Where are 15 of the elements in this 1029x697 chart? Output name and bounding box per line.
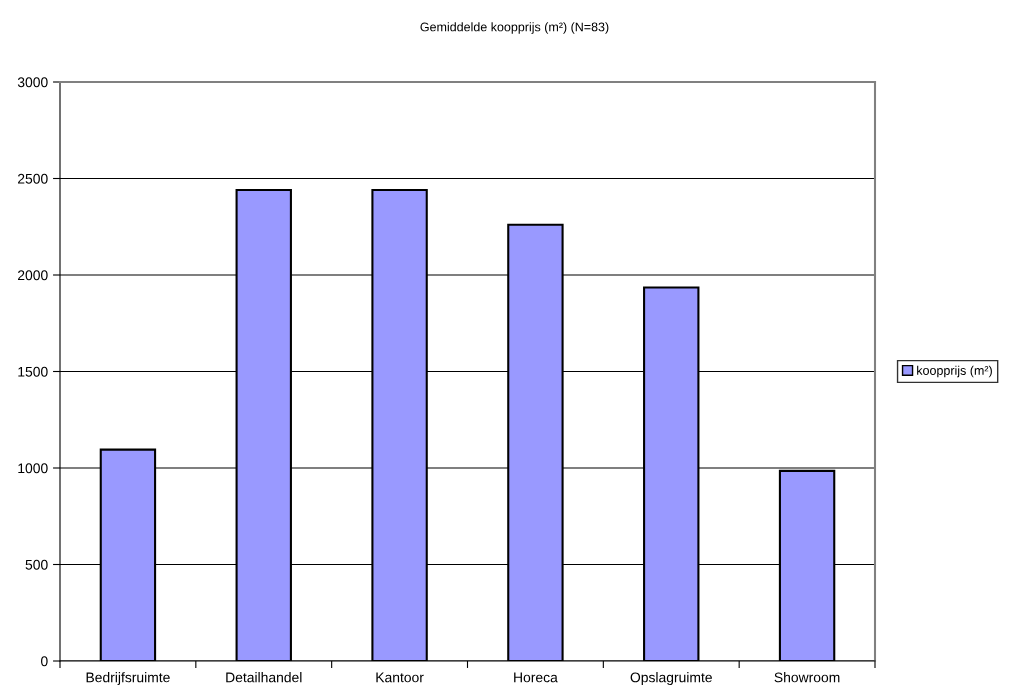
y-tick-label: 0 [41, 656, 48, 667]
legend-label: koopprijs (m²) [917, 365, 992, 378]
chart-title: Gemiddelde koopprijs (m²) (N=83) [420, 22, 609, 34]
y-tick-label: 500 [25, 559, 48, 570]
x-tick-label: Horeca [514, 672, 558, 683]
x-tick-label: Showroom [774, 672, 840, 683]
x-tick-label: Detailhandel [226, 672, 302, 683]
x-tick-label: Opslagruimte [630, 672, 712, 686]
y-tick-label: 1500 [18, 366, 48, 377]
y-tick-label: 3000 [17, 77, 48, 88]
y-tick-label: 2000 [18, 270, 48, 281]
x-tick-label: Bedrijfsruimte [86, 672, 170, 686]
y-tick-label: 1000 [18, 463, 48, 474]
y-tick-label: 2500 [18, 173, 48, 184]
x-tick-label: Kantoor [376, 672, 424, 683]
